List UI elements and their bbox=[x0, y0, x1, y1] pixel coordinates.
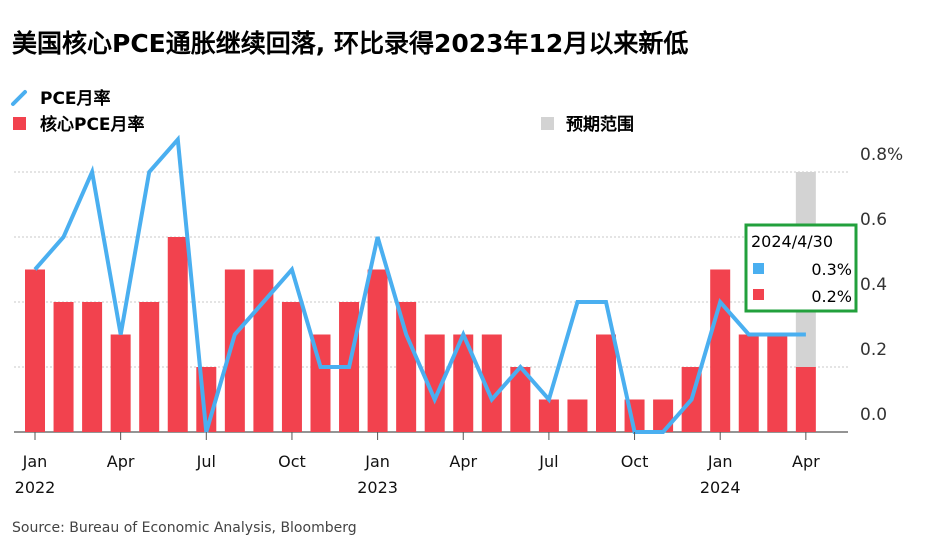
x-tick-label: Apr bbox=[792, 452, 820, 471]
x-tick-year-label: 2024 bbox=[700, 478, 741, 497]
core-pce-bar bbox=[310, 334, 331, 432]
x-tick-label: Jan bbox=[707, 452, 733, 471]
legend-pce-swatch bbox=[11, 90, 27, 106]
core-pce-bar bbox=[53, 302, 74, 432]
chart-title: 美国核心PCE通胀继续回落, 环比录得2023年12月以来新低 bbox=[12, 29, 688, 58]
x-axis: Jan 2022 Apr Jul Oct Jan 2023 Apr Jul Oct Jan 2024 A… bbox=[15, 432, 820, 497]
legend: PCE月率 核心PCE月率 预期范围 bbox=[11, 88, 634, 135]
y-tick-label: 0.6 bbox=[860, 210, 887, 230]
x-tick-label: Jan bbox=[22, 452, 48, 471]
pce-line-layer bbox=[33, 134, 806, 434]
core-pce-bar bbox=[281, 302, 302, 432]
legend-pce-label: PCE月率 bbox=[40, 88, 111, 109]
legend-core-label: 核心PCE月率 bbox=[40, 114, 145, 135]
y-tick-label: 0.8% bbox=[860, 145, 903, 165]
core-pce-bar bbox=[738, 334, 759, 432]
core-pce-bar bbox=[453, 334, 474, 432]
core-pce-bar bbox=[710, 269, 731, 432]
core-pce-bar bbox=[25, 269, 45, 432]
core-pce-bar bbox=[367, 269, 388, 432]
x-tick-label: Jul bbox=[538, 452, 558, 471]
callout-border bbox=[744, 223, 858, 313]
core-pce-bar bbox=[538, 399, 559, 432]
x-tick-year-label: 2022 bbox=[15, 478, 56, 497]
y-tick-label: 0.4 bbox=[860, 275, 887, 295]
core-pce-bar bbox=[396, 302, 417, 432]
callout-core-swatch bbox=[753, 289, 764, 300]
core-pce-bars bbox=[25, 237, 816, 432]
core-pce-bar bbox=[224, 269, 245, 432]
callout-pce-swatch bbox=[753, 263, 764, 274]
callout-box: 2024/4/30 0.3% 0.2% bbox=[744, 223, 858, 313]
core-pce-bar bbox=[139, 302, 160, 432]
legend-range-label: 预期范围 bbox=[566, 114, 634, 135]
core-pce-bar bbox=[167, 237, 188, 432]
x-tick-label: Jan bbox=[364, 452, 390, 471]
core-pce-bar bbox=[567, 399, 588, 432]
core-pce-bar bbox=[596, 334, 616, 432]
y-tick-label: 0.0 bbox=[860, 405, 887, 425]
y-axis: 0.0 0.2 0.4 0.6 0.8% bbox=[860, 145, 903, 425]
core-pce-bar bbox=[795, 367, 816, 432]
pce-line bbox=[33, 134, 806, 434]
legend-core-swatch bbox=[13, 117, 26, 130]
core-pce-bar bbox=[510, 367, 531, 432]
core-pce-bar bbox=[481, 334, 502, 432]
legend-range-swatch bbox=[541, 117, 554, 130]
x-tick-label: Oct bbox=[621, 452, 649, 471]
core-pce-bar bbox=[767, 334, 788, 432]
y-tick-label: 0.2 bbox=[860, 340, 887, 360]
x-tick-label: Apr bbox=[107, 452, 135, 471]
core-pce-bar bbox=[424, 334, 445, 432]
x-tick-year-label: 2023 bbox=[357, 478, 398, 497]
source-note: Source: Bureau of Economic Analysis, Blo… bbox=[12, 520, 357, 536]
x-tick-label: Oct bbox=[278, 452, 306, 471]
x-tick-label: Jul bbox=[196, 452, 216, 471]
callout-date: 2024/4/30 bbox=[751, 232, 833, 251]
core-pce-bar bbox=[110, 334, 131, 432]
callout-core-value: 0.2% bbox=[811, 287, 852, 306]
x-tick-label: Apr bbox=[449, 452, 477, 471]
callout-pce-value: 0.3% bbox=[811, 260, 852, 279]
core-pce-bar bbox=[653, 399, 674, 432]
core-pce-bar bbox=[82, 302, 103, 432]
